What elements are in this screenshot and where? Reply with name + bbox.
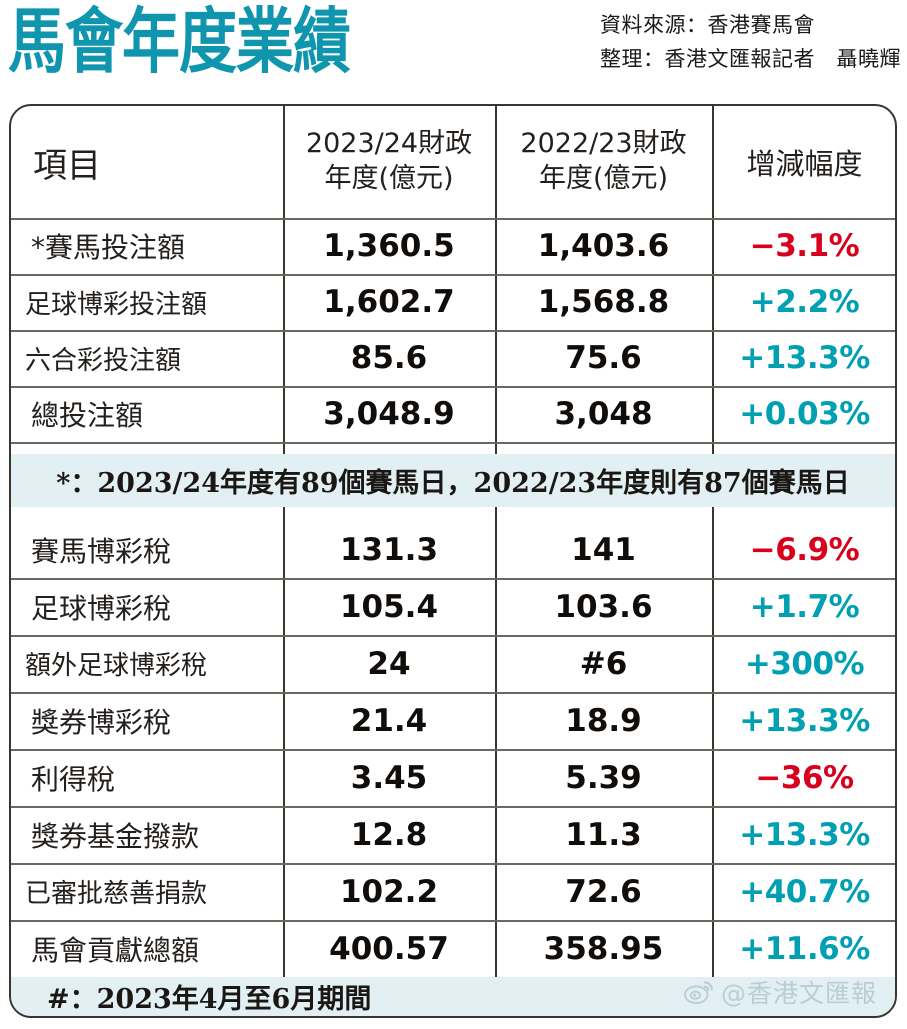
column-header-fy2223: 2022/23財政 年度(億元) — [495, 106, 712, 218]
table-row-label: 足球博彩投注額 — [25, 289, 208, 320]
row-divider — [11, 806, 895, 808]
row-divider — [11, 274, 895, 276]
footnote-band-star: *：2023/24年度有89個賽馬日，2022/23年度則有87個賽馬日 — [11, 454, 895, 507]
column-header-fy2223-line2: 年度(億元) — [538, 163, 669, 194]
table-cell-delta: +1.7% — [749, 588, 860, 625]
table-cell-fy2324: 131.3 — [339, 531, 439, 568]
column-divider-3 — [712, 106, 714, 1016]
footnote-band-hash: #：2023年4月至6月期間 — [11, 977, 895, 1016]
table-row-label: 六合彩投注額 — [25, 345, 182, 376]
table-row-label: 賽馬博彩稅 — [31, 534, 172, 568]
table-cell-delta: −36% — [755, 759, 854, 796]
table-cell-fy2223: 11.3 — [565, 816, 642, 853]
table-row-label: 額外足球博彩稅 — [25, 651, 208, 681]
source-line-origin: 資料來源：香港賽馬會 — [600, 13, 815, 37]
table-cell-fy2324: 105.4 — [339, 588, 439, 625]
table-cell-fy2324: 102.2 — [339, 873, 439, 910]
table-cell-delta: +2.2% — [749, 284, 860, 320]
table-cell-fy2324: 1,360.5 — [323, 228, 455, 264]
table-cell-delta: +13.3% — [739, 816, 870, 853]
table-row-label: *賽馬投注額 — [31, 231, 186, 264]
footnote-hash-text: #：2023年4月至6月期間 — [47, 984, 372, 1015]
table-cell-delta: +13.3% — [739, 702, 870, 739]
column-header-fy2324: 2023/24財政 年度(億元) — [283, 106, 495, 218]
table-row-label: 足球博彩稅 — [31, 591, 172, 625]
table-cell-fy2324: 3.45 — [350, 759, 428, 796]
table-cell-fy2223: 1,403.6 — [537, 228, 670, 264]
table-cell-delta: +0.03% — [739, 396, 870, 432]
table-cell-delta: −3.1% — [749, 228, 860, 264]
table-cell-delta: +11.6% — [739, 930, 870, 967]
table-cell-fy2324: 1,602.7 — [323, 284, 455, 320]
table-cell-fy2223: 3,048 — [554, 396, 653, 432]
table-cell-fy2324: 21.4 — [350, 702, 428, 739]
table-cell-fy2223: 358.95 — [543, 930, 664, 967]
table-cell-fy2324: 400.57 — [329, 930, 449, 967]
table-cell-fy2223: 1,568.8 — [537, 284, 670, 320]
row-divider — [11, 442, 895, 444]
row-divider — [11, 749, 895, 751]
row-divider — [11, 330, 895, 332]
column-header-delta: 增減幅度 — [746, 147, 863, 181]
page-header: 馬會年度業績 資料來源：香港賽馬會 整理：香港文匯報記者 聶曉輝 — [0, 0, 907, 100]
table-cell-fy2223: #6 — [579, 645, 628, 682]
table-cell-fy2324: 85.6 — [350, 340, 428, 376]
column-divider-1 — [283, 106, 285, 1016]
results-table: 項目 2023/24財政 年度(億元) 2022/23財政 年度(億元) 增減幅… — [9, 104, 897, 1018]
table-cell-fy2223: 75.6 — [565, 340, 642, 376]
table-cell-delta: +13.3% — [739, 340, 870, 376]
table-cell-fy2223: 72.6 — [565, 873, 642, 910]
source-line-editor: 整理：香港文匯報記者 聶曉輝 — [600, 47, 901, 72]
table-row-label: 馬會貢獻總額 — [31, 933, 200, 967]
table-row-label: 獎券博彩稅 — [31, 705, 172, 739]
row-divider — [11, 863, 895, 865]
table-cell-delta: +40.7% — [739, 873, 870, 910]
row-divider — [11, 635, 895, 637]
table-cell-fy2223: 103.6 — [554, 588, 653, 625]
column-header-fy2324-line1: 2023/24財政 — [305, 128, 473, 160]
row-divider-header — [11, 218, 895, 220]
table-row-label: 總投注額 — [31, 399, 144, 432]
source-credit-block: 資料來源：香港賽馬會 整理：香港文匯報記者 聶曉輝 — [600, 8, 901, 76]
column-header-item: 項目 — [33, 145, 101, 186]
column-header-fy2324-line2: 年度(億元) — [324, 163, 454, 194]
table-row-label: 獎券基金撥款 — [31, 819, 200, 853]
row-divider — [11, 920, 895, 922]
table-cell-delta: −6.9% — [749, 531, 860, 568]
table-cell-fy2223: 18.9 — [565, 702, 642, 739]
table-cell-fy2223: 141 — [571, 531, 636, 568]
table-cell-fy2324: 3,048.9 — [323, 396, 455, 432]
table-cell-fy2324: 12.8 — [350, 816, 428, 853]
row-divider — [11, 578, 895, 580]
page-title: 馬會年度業績 — [8, 0, 351, 83]
row-divider — [11, 692, 895, 694]
column-header-fy2223-line1: 2022/23財政 — [520, 128, 687, 160]
table-cell-delta: +300% — [744, 645, 865, 682]
footnote-star-text: *：2023/24年度有89個賽馬日，2022/23年度則有87個賽馬日 — [56, 468, 850, 499]
column-divider-2 — [495, 106, 497, 1016]
table-row-label: 已審批慈善捐款 — [25, 879, 208, 909]
table-cell-fy2324: 24 — [367, 645, 411, 682]
table-cell-fy2223: 5.39 — [565, 759, 642, 796]
row-divider — [11, 386, 895, 388]
table-row-label: 利得稅 — [31, 762, 116, 796]
